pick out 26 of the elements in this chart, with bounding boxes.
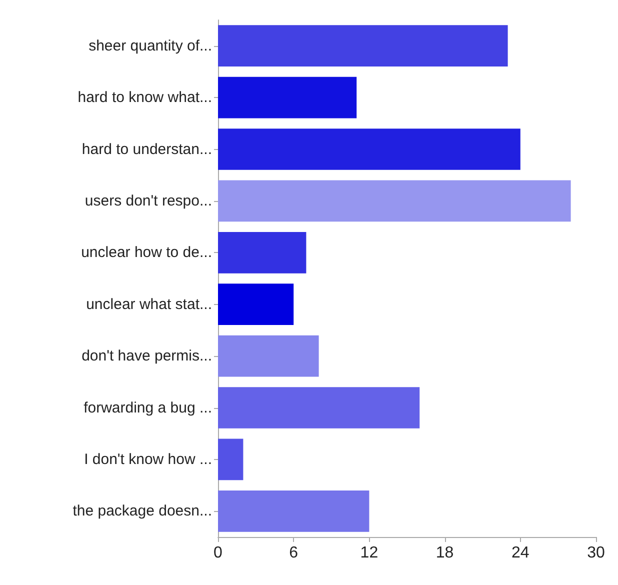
y-tick-label: sheer quantity of... (88, 37, 212, 54)
y-tick-label: don't have permis... (82, 348, 212, 365)
bar (218, 25, 508, 67)
y-tick-label: users don't respo... (84, 192, 212, 210)
y-tick-label: hard to understan... (82, 140, 212, 158)
bar (218, 335, 319, 377)
y-tick-label: I don't know how ... (84, 450, 212, 468)
y-tick-label: hard to know what... (78, 89, 212, 106)
x-tick-label: 6 (289, 544, 298, 562)
bar (218, 284, 294, 326)
x-tick-label: 0 (214, 544, 223, 562)
bar (218, 76, 357, 118)
bar (218, 232, 306, 274)
bar (218, 387, 420, 428)
bar (218, 490, 370, 532)
y-tick-label: unclear how to de... (81, 244, 212, 262)
bar (218, 128, 520, 170)
y-tick-label: the package doesn... (72, 502, 212, 520)
x-tick-label: 24 (512, 544, 530, 562)
x-tick-label: 12 (360, 544, 378, 562)
y-tick-label: unclear what stat... (86, 296, 212, 313)
bar (218, 180, 571, 222)
bar (218, 438, 244, 480)
x-tick-label: 18 (436, 544, 454, 562)
y-tick-label: forwarding a bug ... (84, 399, 212, 416)
x-tick-label: 30 (587, 544, 605, 562)
